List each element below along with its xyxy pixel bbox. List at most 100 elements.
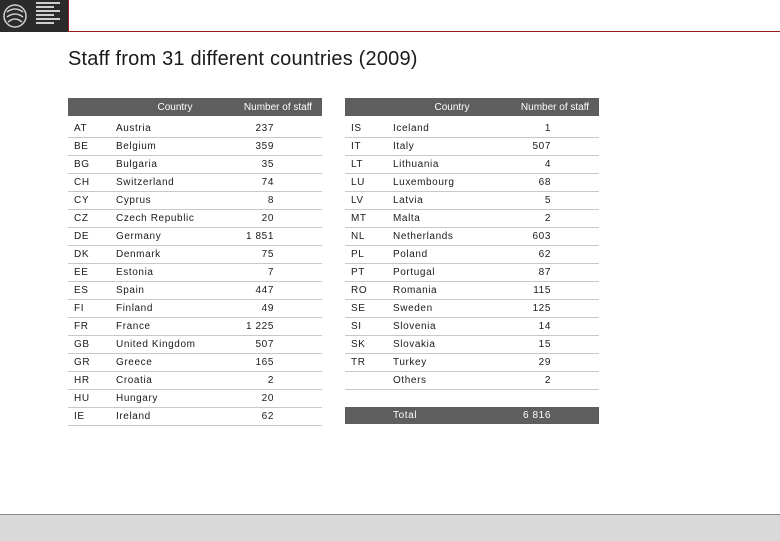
staff-count: 68: [511, 173, 599, 192]
total-label: Total: [393, 407, 511, 424]
staff-count: 507: [234, 335, 322, 354]
staff-count: 5: [511, 191, 599, 210]
country-name: Estonia: [116, 263, 234, 282]
table-row: DE Germany 1 851: [68, 227, 322, 246]
staff-count: 115: [511, 281, 599, 300]
country-code: HR: [68, 371, 116, 390]
staff-count: 7: [234, 263, 322, 282]
country-name: Switzerland: [116, 173, 234, 192]
staff-count: 237: [234, 116, 322, 138]
country-name: Lithuania: [393, 155, 511, 174]
staff-count: 1 225: [234, 317, 322, 336]
header-rule: [68, 31, 780, 32]
country-code: CY: [68, 191, 116, 210]
country-name: Ireland: [116, 407, 234, 426]
country-code: LT: [345, 155, 393, 174]
staff-header: Number of staff: [511, 98, 599, 116]
country-code: IE: [68, 407, 116, 426]
country-name: Others: [393, 371, 511, 390]
country-code: TR: [345, 353, 393, 372]
country-code: NL: [345, 227, 393, 246]
table-row: EE Estonia 7: [68, 263, 322, 282]
country-name: Latvia: [393, 191, 511, 210]
staff-table-right: Country Number of staff IS Iceland 1 IT Ital…: [345, 98, 599, 424]
staff-count: 359: [234, 137, 322, 156]
table-row: SI Slovenia 14: [345, 317, 599, 336]
country-code: IT: [345, 137, 393, 156]
table-row: AT Austria 237: [68, 116, 322, 138]
staff-count: 1 851: [234, 227, 322, 246]
country-name: Slovakia: [393, 335, 511, 354]
staff-count: 2: [511, 371, 599, 390]
table-row: PL Poland 62: [345, 245, 599, 264]
table-row: HU Hungary 20: [68, 389, 322, 408]
country-code: FI: [68, 299, 116, 318]
country-code: CZ: [68, 209, 116, 228]
country-name: Bulgaria: [116, 155, 234, 174]
staff-count: 74: [234, 173, 322, 192]
footer-bar: [0, 514, 780, 541]
country-code: FR: [68, 317, 116, 336]
country-name: Italy: [393, 137, 511, 156]
spacer-row: [345, 390, 599, 408]
country-name: Austria: [116, 116, 234, 138]
country-name: Malta: [393, 209, 511, 228]
staff-table-left: Country Number of staff AT Austria 237 BE Be…: [68, 98, 322, 426]
country-code: PL: [345, 245, 393, 264]
country-header: Country: [116, 98, 234, 116]
country-name: Croatia: [116, 371, 234, 390]
country-code: BG: [68, 155, 116, 174]
header-divider: [68, 0, 69, 32]
empty-cell: [511, 390, 599, 408]
country-code: DK: [68, 245, 116, 264]
empty-cell: [393, 390, 511, 408]
staff-header: Number of staff: [234, 98, 322, 116]
table-header-row: Country Number of staff: [68, 98, 322, 116]
country-name: Greece: [116, 353, 234, 372]
country-header: Country: [393, 98, 511, 116]
country-code: SK: [345, 335, 393, 354]
staff-count: 29: [511, 353, 599, 372]
country-code: SI: [345, 317, 393, 336]
table-row: LV Latvia 5: [345, 191, 599, 210]
staff-count: 62: [234, 407, 322, 426]
total-row: Total 6 816: [345, 407, 599, 424]
country-name: Denmark: [116, 245, 234, 264]
staff-count: 20: [234, 389, 322, 408]
country-name: Spain: [116, 281, 234, 300]
page-title: Staff from 31 different countries (2009): [68, 48, 418, 70]
code-header: [68, 98, 116, 116]
table-row: MT Malta 2: [345, 209, 599, 228]
total-spacer: [345, 407, 393, 424]
country-name: United Kingdom: [116, 335, 234, 354]
country-code: HU: [68, 389, 116, 408]
country-code: AT: [68, 116, 116, 138]
staff-count: 49: [234, 299, 322, 318]
table-row: IT Italy 507: [345, 137, 599, 156]
table-row: LT Lithuania 4: [345, 155, 599, 174]
organization-logo: [0, 0, 68, 32]
country-name: Turkey: [393, 353, 511, 372]
country-code: LV: [345, 191, 393, 210]
staff-count: 165: [234, 353, 322, 372]
table-row: ES Spain 447: [68, 281, 322, 300]
country-code: GR: [68, 353, 116, 372]
total-staff: 6 816: [511, 407, 599, 424]
staff-count: 8: [234, 191, 322, 210]
country-code: EE: [68, 263, 116, 282]
country-name: Slovenia: [393, 317, 511, 336]
epo-logo-icon: [3, 4, 27, 28]
staff-count: 603: [511, 227, 599, 246]
table-row: CH Switzerland 74: [68, 173, 322, 192]
country-name: Netherlands: [393, 227, 511, 246]
staff-count: 2: [511, 209, 599, 228]
table-row: NL Netherlands 603: [345, 227, 599, 246]
country-name: Poland: [393, 245, 511, 264]
country-name: Romania: [393, 281, 511, 300]
staff-count: 62: [511, 245, 599, 264]
country-name: France: [116, 317, 234, 336]
staff-count: 20: [234, 209, 322, 228]
staff-count: 1: [511, 116, 599, 138]
logo-wordmark: [36, 2, 64, 30]
country-name: Germany: [116, 227, 234, 246]
